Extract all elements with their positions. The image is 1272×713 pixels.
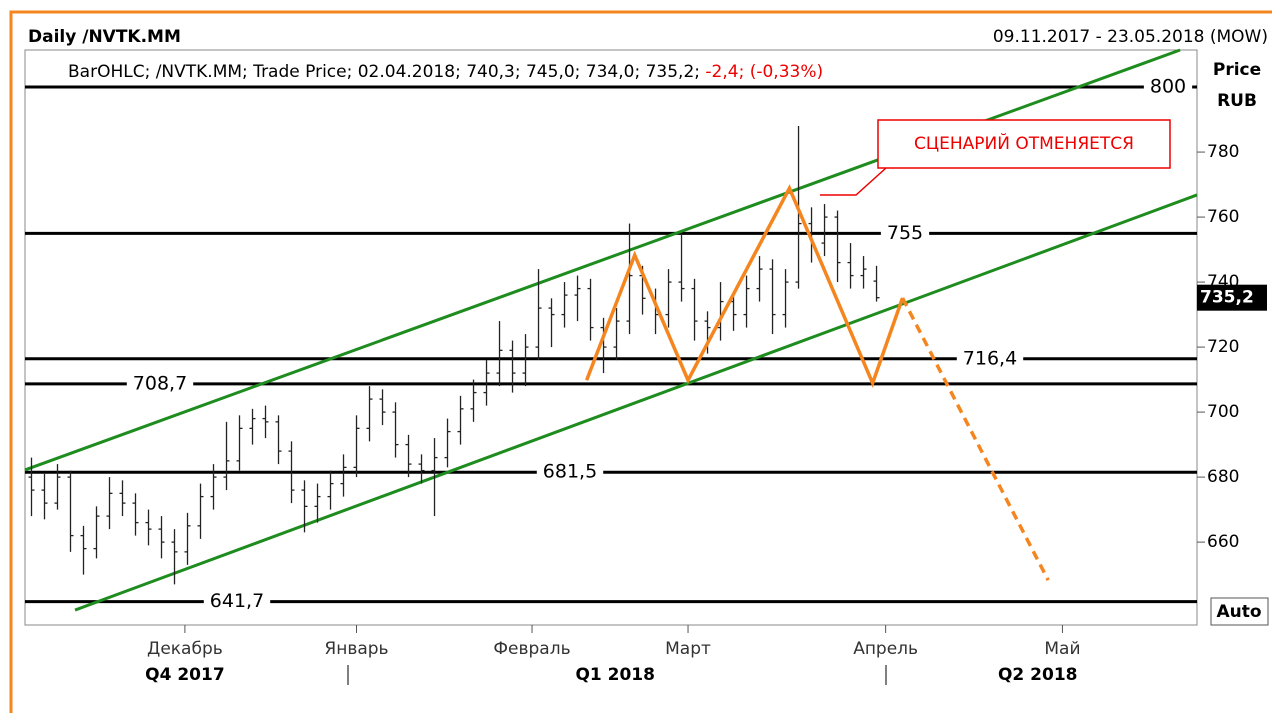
last-price-box bbox=[1197, 284, 1267, 311]
channel-line bbox=[74, 193, 1198, 612]
level-label-bg bbox=[126, 379, 194, 388]
level-label: 641,7 bbox=[210, 590, 264, 612]
level-label: 681,5 bbox=[543, 461, 597, 483]
y-tick-label: 720 bbox=[1207, 337, 1239, 357]
info-line: BarOHLC; /NVTK.MM; Trade Price; 02.04.20… bbox=[68, 62, 823, 82]
level-label: 800 bbox=[1150, 76, 1186, 98]
x-tick-label: Март bbox=[665, 639, 711, 659]
annotation: СЦЕНАРИЙ ОТМЕНЯЕТСЯ bbox=[914, 132, 1134, 154]
level-label-bg bbox=[956, 354, 1024, 363]
currency: RUB bbox=[1217, 91, 1257, 111]
level-label: 708,7 bbox=[133, 372, 187, 394]
annotation-box bbox=[877, 119, 1171, 169]
info: BarOHLC; /NVTK.MM; Trade Price; 02.04.20… bbox=[68, 62, 705, 82]
level-label: 716,4 bbox=[963, 347, 1017, 369]
info-bg bbox=[28, 60, 988, 84]
quarter-label: Q2 2018 bbox=[998, 665, 1078, 685]
date-range: 09.11.2017 - 23.05.2018 (MOW) bbox=[993, 27, 1268, 47]
y-tick-label: 680 bbox=[1207, 467, 1239, 487]
auto-label[interactable]: Auto bbox=[1216, 602, 1261, 622]
level-label-bg bbox=[1143, 83, 1193, 92]
auto-box[interactable] bbox=[1210, 597, 1269, 626]
axis-label: Price bbox=[1213, 60, 1261, 80]
x-tick-label: Декабрь bbox=[147, 639, 223, 659]
frame bbox=[9, 10, 1272, 713]
last-price-label: 735,2 bbox=[1200, 288, 1254, 308]
x-tick-label: Апрель bbox=[853, 639, 918, 659]
x-tick-label: Февраль bbox=[493, 639, 570, 659]
annotation-leader bbox=[820, 167, 887, 196]
projection-line bbox=[900, 297, 1050, 581]
level-label-bg bbox=[536, 468, 604, 477]
y-tick-label: 700 bbox=[1207, 402, 1239, 422]
y-tick-label: 760 bbox=[1207, 207, 1239, 227]
x-tick-label: Май bbox=[1044, 639, 1080, 659]
level-label-bg bbox=[880, 229, 930, 238]
y-tick-label: 660 bbox=[1207, 532, 1239, 552]
y-tick-label: 780 bbox=[1207, 142, 1239, 162]
x-tick-label: Январь bbox=[324, 639, 388, 659]
level-label: 755 bbox=[887, 222, 923, 244]
chart-title: Daily /NVTK.MM bbox=[28, 27, 181, 47]
change: -2,4; (-0,33%) bbox=[705, 62, 823, 82]
level-label-bg bbox=[203, 597, 271, 606]
quarter-label: Q4 2017 bbox=[145, 665, 225, 685]
quarter-label: Q1 2018 bbox=[575, 665, 655, 685]
pattern-line bbox=[584, 184, 905, 388]
